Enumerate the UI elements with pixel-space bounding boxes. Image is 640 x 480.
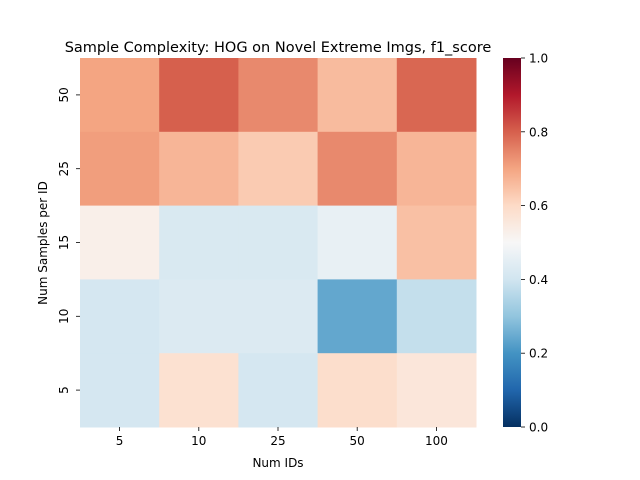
x-tick-label: 5 — [116, 434, 124, 448]
heatmap-cell — [238, 279, 319, 354]
heatmap-cell — [80, 58, 160, 133]
heatmap-cell — [159, 279, 239, 354]
heatmap-cell — [80, 205, 160, 280]
colorbar-tick-label: 1.0 — [529, 52, 548, 66]
y-tick-label: 25 — [57, 161, 71, 176]
y-tick-label: 15 — [57, 235, 71, 250]
colorbar-tick-label: 0.2 — [529, 347, 548, 361]
y-axis-label: Num Samples per ID — [36, 181, 50, 305]
colorbar — [503, 58, 521, 427]
y-tick-label: 10 — [57, 309, 71, 324]
y-tick-label: 50 — [57, 87, 71, 102]
colorbar-tick-label: 0.0 — [529, 421, 548, 435]
heatmap-cell — [238, 205, 319, 280]
heatmap-cell — [80, 353, 160, 428]
heatmap-cell — [80, 131, 160, 207]
x-tick-label: 25 — [270, 434, 285, 448]
heatmap-cell — [238, 131, 319, 207]
x-tick-label: 10 — [191, 434, 206, 448]
heatmap-cell — [396, 58, 477, 133]
heatmap-cell — [396, 353, 477, 428]
heatmap-cell — [159, 131, 239, 207]
x-tick-label: 100 — [425, 434, 448, 448]
heatmap-cell — [159, 58, 239, 133]
heatmap-cell — [317, 58, 398, 133]
heatmap-cells — [80, 58, 477, 428]
x-tick-label: 50 — [350, 434, 365, 448]
heatmap-cell — [159, 353, 239, 428]
heatmap-cell — [317, 353, 398, 428]
y-axis-ticks: 50 25 15 10 5 — [57, 87, 80, 394]
heatmap-cell — [317, 205, 398, 280]
heatmap-cell — [238, 58, 319, 133]
x-axis-label: Num IDs — [252, 456, 303, 470]
heatmap-cell — [396, 279, 477, 354]
heatmap-cell — [396, 131, 477, 207]
colorbar-tick-label: 0.6 — [529, 199, 548, 213]
heatmap-cell — [238, 353, 319, 428]
heatmap-cell — [80, 279, 160, 354]
x-axis-ticks: 5 10 25 50 100 — [116, 427, 448, 448]
heatmap-cell — [317, 279, 398, 354]
heatmap-cell — [317, 131, 398, 207]
chart-title: Sample Complexity: HOG on Novel Extreme … — [65, 40, 492, 56]
heatmap-cell — [159, 205, 239, 280]
colorbar-tick-label: 0.8 — [529, 125, 548, 139]
colorbar-tick-label: 0.4 — [529, 273, 548, 287]
heatmap-cell — [396, 205, 477, 280]
colorbar-ticks: 0.0 0.2 0.4 0.6 0.8 1.0 — [521, 52, 548, 435]
y-tick-label: 5 — [57, 386, 71, 394]
